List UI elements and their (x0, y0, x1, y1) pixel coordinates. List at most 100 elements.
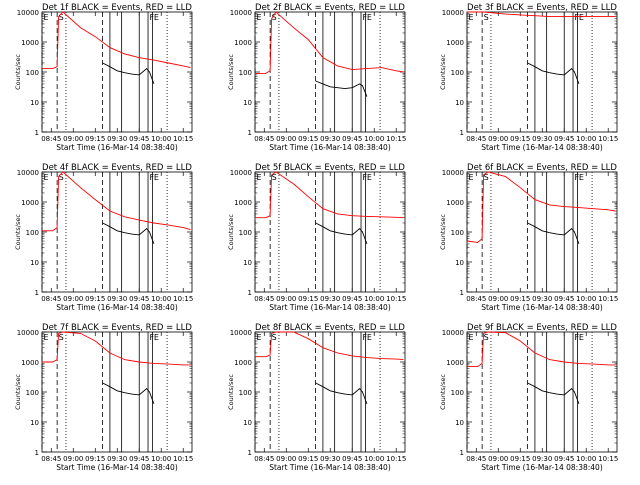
series-line-lld (42, 331, 191, 366)
y-axis-label: Counts/sec (14, 54, 22, 90)
x-tick-label: 10:00 (151, 135, 171, 143)
y-tick-label: 10 (455, 99, 464, 107)
event-marker-label: E (579, 13, 584, 22)
plot-frame (466, 11, 618, 133)
x-tick-label: 09:00 (63, 455, 83, 463)
x-tick-label: 08:45 (254, 455, 274, 463)
x-tick-label: 10:00 (364, 455, 384, 463)
x-tick-label: 09:30 (532, 135, 552, 143)
event-marker-label: E (154, 13, 159, 22)
y-tick-label: 100 (26, 229, 39, 237)
x-tick-label: 10:15 (386, 135, 406, 143)
x-tick-label: 09:30 (320, 295, 340, 303)
series-line-events (527, 222, 580, 245)
y-tick-label: 100 (239, 389, 252, 397)
event-marker-label: S (272, 13, 277, 22)
x-tick-label: 09:00 (488, 455, 508, 463)
series-line-events (102, 222, 155, 245)
event-marker-label: E (257, 13, 262, 22)
x-axis-label: Start Time (16-Mar-14 08:38:40) (269, 143, 391, 152)
plot-frame (41, 171, 193, 293)
y-tick-label: 1000 (21, 359, 39, 367)
x-tick-label: 09:00 (276, 295, 296, 303)
y-axis-label: Counts/sec (439, 54, 447, 90)
series-line-events (315, 382, 368, 405)
event-marker-label: S (59, 173, 64, 182)
detector-panel-7: Det 7f BLACK = Events, RED = LLD 1 10 100 10… (14, 323, 193, 472)
series-line-lld (255, 331, 404, 361)
event-marker-label: E (469, 333, 474, 342)
x-tick-label: 10:15 (173, 135, 193, 143)
series-line-events (527, 382, 580, 405)
x-tick-label: 10:15 (386, 295, 406, 303)
x-tick-label: 09:30 (532, 295, 552, 303)
x-tick-label: 09:45 (554, 295, 574, 303)
event-marker-label: E (154, 173, 159, 182)
plot-frame (466, 171, 618, 293)
series-line-events (527, 62, 580, 85)
x-axis-label: Start Time (16-Mar-14 08:38:40) (481, 303, 603, 312)
x-axis-label: Start Time (16-Mar-14 08:38:40) (56, 463, 178, 472)
panel-title: Det 4f BLACK = Events, RED = LLD (42, 163, 192, 173)
y-tick-label: 10000 (442, 9, 464, 17)
detector-panel-8: Det 8f BLACK = Events, RED = LLD 1 10 100 10… (227, 323, 406, 472)
series-line-lld (42, 11, 191, 70)
plot-frame (254, 11, 406, 133)
x-axis-label: Start Time (16-Mar-14 08:38:40) (56, 143, 178, 152)
x-tick-label: 09:00 (488, 135, 508, 143)
x-tick-label: 10:00 (151, 455, 171, 463)
x-tick-label: 09:00 (488, 295, 508, 303)
detector-panel-2: Det 2f BLACK = Events, RED = LLD 1 10 100 10… (227, 3, 406, 152)
event-marker-label: E (469, 13, 474, 22)
event-marker-label: E (367, 333, 372, 342)
y-tick-label: 10 (30, 259, 39, 267)
event-marker-label: E (469, 173, 474, 182)
x-tick-label: 09:45 (342, 295, 362, 303)
y-tick-label: 10000 (17, 169, 39, 177)
detector-panel-3: Det 3f BLACK = Events, RED = LLD 1 10 100 10… (439, 3, 618, 152)
x-tick-label: 08:45 (466, 135, 486, 143)
y-tick-label: 100 (26, 389, 39, 397)
event-marker-label: S (272, 333, 277, 342)
x-tick-label: 10:00 (576, 135, 596, 143)
x-axis-label: Start Time (16-Mar-14 08:38:40) (269, 463, 391, 472)
y-tick-label: 100 (451, 229, 464, 237)
y-tick-label: 10000 (230, 329, 252, 337)
x-tick-label: 10:00 (364, 295, 384, 303)
y-tick-label: 10000 (230, 9, 252, 17)
detector-panel-9: Det 9f BLACK = Events, RED = LLD 1 10 100 10… (439, 323, 618, 472)
y-tick-label: 10000 (17, 329, 39, 337)
series-line-lld (467, 11, 616, 18)
event-marker-label: S (59, 13, 64, 22)
y-tick-label: 1 (35, 289, 39, 297)
y-tick-label: 1000 (234, 39, 252, 47)
y-tick-label: 100 (451, 69, 464, 77)
y-tick-label: 100 (26, 69, 39, 77)
x-tick-label: 08:45 (466, 455, 486, 463)
y-axis-label: Counts/sec (439, 374, 447, 410)
x-tick-label: 08:45 (466, 295, 486, 303)
x-tick-label: 09:45 (342, 135, 362, 143)
x-tick-label: 10:00 (151, 295, 171, 303)
y-tick-label: 1000 (446, 39, 464, 47)
x-axis-label: Start Time (16-Mar-14 08:38:40) (56, 303, 178, 312)
x-tick-label: 09:15 (85, 295, 105, 303)
y-tick-label: 10 (243, 419, 252, 427)
y-axis-label: Counts/sec (227, 54, 235, 90)
y-axis-label: Counts/sec (14, 214, 22, 250)
x-tick-label: 10:15 (173, 295, 193, 303)
event-marker-label: E (44, 13, 49, 22)
x-tick-label: 08:45 (41, 455, 61, 463)
event-marker-label: E (154, 333, 159, 342)
x-tick-label: 09:45 (554, 455, 574, 463)
y-tick-label: 100 (239, 229, 252, 237)
x-tick-label: 09:30 (320, 135, 340, 143)
event-marker-label: S (272, 173, 277, 182)
y-tick-label: 10 (455, 419, 464, 427)
x-tick-label: 09:00 (276, 135, 296, 143)
x-axis-label: Start Time (16-Mar-14 08:38:40) (481, 143, 603, 152)
detector-panel-6: Det 6f BLACK = Events, RED = LLD 1 10 100 10… (439, 163, 618, 312)
x-tick-label: 09:45 (129, 455, 149, 463)
x-tick-label: 09:30 (532, 455, 552, 463)
x-tick-label: 09:15 (85, 135, 105, 143)
